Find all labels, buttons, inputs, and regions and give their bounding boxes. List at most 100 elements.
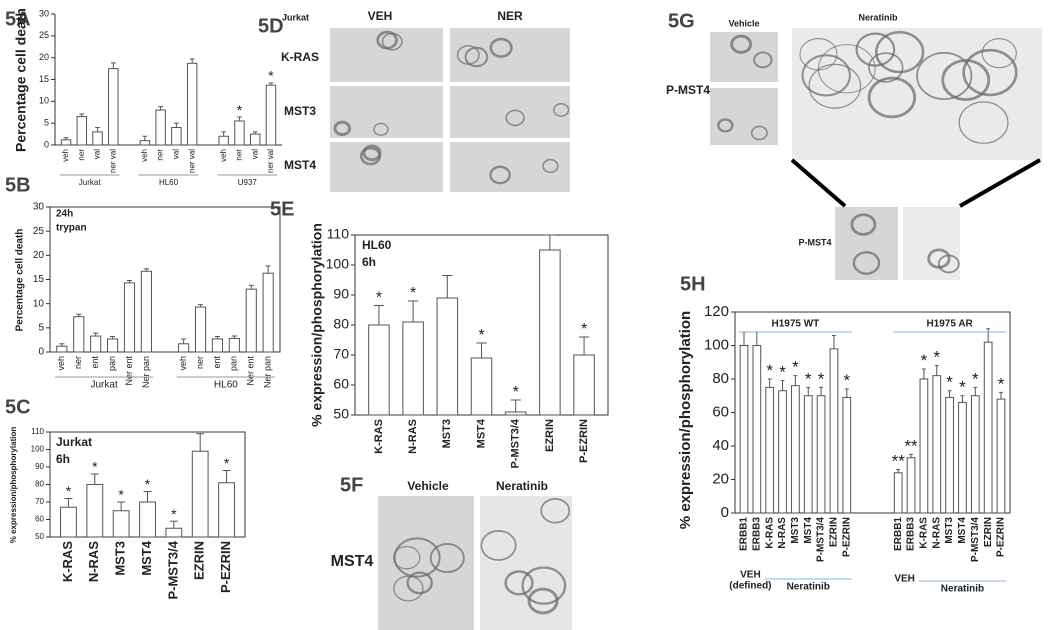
error-bar (126, 279, 133, 283)
micrograph (330, 142, 443, 192)
sub-label: (defined) (729, 581, 771, 592)
error-bar (407, 300, 419, 322)
cell (962, 48, 1018, 97)
x-tick-label: ner (156, 149, 165, 161)
error-bar (196, 433, 205, 452)
bar (245, 288, 257, 353)
cell (553, 103, 570, 117)
cell (505, 109, 525, 127)
x-tick-label: P-MST3/4 (510, 418, 522, 468)
x-tick-label: veh (178, 356, 188, 371)
y-tick-label: 50 (35, 532, 44, 541)
y-tick-label: 60 (333, 376, 349, 392)
cell (406, 571, 433, 595)
error-bar (909, 453, 913, 458)
cell (874, 30, 925, 74)
error-bar (221, 131, 227, 137)
x-tick-label: P-EZRIN (841, 517, 852, 557)
error-bar (174, 122, 179, 128)
error-bar (79, 113, 85, 117)
x-tick-label: MST4 (139, 540, 154, 575)
error-bar (268, 82, 274, 86)
micrograph (450, 142, 570, 192)
x-tick-label: MST3 (944, 517, 955, 544)
x-tick-label: Ner ent (246, 356, 256, 386)
error-bar (76, 313, 82, 317)
y-tick-label: 110 (327, 226, 350, 242)
y-tick-label: 20 (712, 470, 729, 487)
significance-marker: * (921, 351, 928, 370)
x-tick-label: ERBB3 (906, 517, 917, 551)
error-bar (63, 137, 69, 140)
inset-label: P-MST4 (798, 237, 831, 247)
error-bar (767, 378, 772, 388)
error-bar (265, 265, 271, 274)
bar (139, 501, 156, 538)
panel-label: 5C (5, 396, 31, 418)
y-tick-label: 80 (712, 370, 729, 387)
y-tick-label: 60 (35, 515, 44, 524)
bar (211, 338, 223, 353)
column-header: Neratinib (496, 479, 548, 493)
x-tick-label: Ner pan (263, 356, 273, 388)
significance-marker: * (779, 363, 786, 382)
sub-label: Neratinib (941, 584, 984, 595)
error-bar (90, 473, 99, 485)
micrograph (792, 28, 1042, 160)
error-bar (373, 305, 385, 325)
error-bar (189, 58, 195, 64)
error-bar (793, 375, 798, 386)
micrographs (378, 496, 572, 630)
error-bar (110, 62, 116, 69)
cell (927, 248, 951, 269)
cell (852, 251, 881, 275)
x-tick-label: ERBB3 (751, 517, 762, 551)
y-tick-label: 10 (39, 96, 49, 106)
cell (958, 101, 1009, 144)
x-tick-label: N-RAS (777, 517, 788, 549)
micrograph (710, 88, 778, 145)
cell (542, 158, 559, 174)
y-tick-label: 60 (712, 403, 729, 420)
bar (60, 139, 72, 146)
error-bar (158, 106, 163, 111)
bar (155, 109, 166, 146)
x-tick-label: ner (73, 356, 83, 369)
bar (970, 395, 980, 514)
significance-marker: * (959, 378, 966, 397)
y-tick-label: 20 (39, 52, 49, 62)
error-bar (476, 342, 487, 358)
bar (191, 450, 209, 538)
cell (393, 537, 441, 578)
bar (829, 348, 839, 514)
y-tick-label: 90 (35, 462, 44, 471)
x-tick-label: ner (77, 149, 86, 161)
y-tick-label: 30 (39, 8, 49, 18)
panel-label: 5F (340, 474, 363, 496)
significance-marker: * (118, 487, 124, 503)
error-bar (832, 334, 836, 349)
annotation: trypan (56, 223, 87, 234)
error-bar (110, 336, 116, 339)
bar (73, 316, 85, 353)
bar-chart: 5H % expression/phosphorylation 0 20 40 60 80 1… (677, 273, 1011, 595)
micrograph (450, 28, 570, 82)
x-tick-label: ner (195, 356, 205, 369)
x-tick-label: K-RAS (764, 517, 775, 549)
error-bar (169, 520, 178, 529)
row-label: P-MST4 (666, 83, 710, 97)
group-label: H1975 AR (926, 319, 973, 330)
bar-chart: 5E % expression/phosphorylation 50 60 70 80 90… (270, 198, 609, 469)
significance-marker: ** (892, 451, 906, 470)
annotation: HL60 (362, 238, 392, 252)
error-bar (142, 135, 148, 141)
sub-label: VEH (894, 574, 915, 585)
x-tick-label: MST3 (790, 517, 801, 544)
cell (868, 52, 904, 83)
bar (803, 395, 813, 514)
bar (573, 354, 595, 416)
y-tick-label: 20 (33, 250, 45, 261)
bar (92, 131, 103, 146)
cell (750, 125, 768, 141)
